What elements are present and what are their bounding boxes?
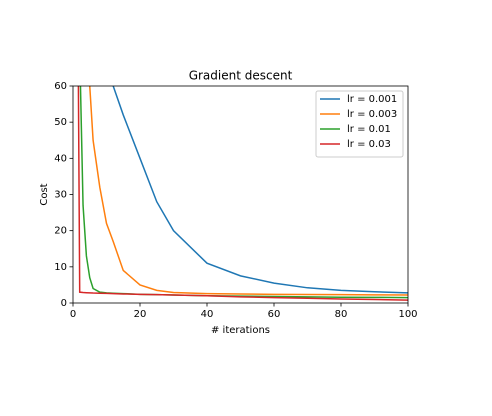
y-tick-label: 60 [54,81,67,92]
legend-label: lr = 0.003 [347,109,397,120]
y-tick-label: 40 [54,153,67,164]
x-axis-label: # iterations [211,325,270,336]
legend-label: lr = 0.03 [347,139,391,150]
legend-box [315,90,404,158]
x-tick-label: 100 [398,309,417,320]
x-tick-label: 60 [268,309,281,320]
plot-area [77,86,408,301]
x-tick-label: 20 [134,309,147,320]
legend-label: lr = 0.01 [347,124,391,135]
legend-label: lr = 0.001 [347,94,397,105]
y-tick-label: 0 [61,298,67,309]
data-line [88,86,408,296]
x-tick-label: 0 [70,309,76,320]
y-tick-label: 10 [54,262,67,273]
data-line [112,86,408,294]
y-tick-label: 20 [54,226,67,237]
chart-title: Gradient descent [189,69,293,83]
data-line [77,86,408,301]
y-tick-label: 30 [54,190,67,201]
y-axis-label: Cost [39,183,50,205]
y-tick-label: 50 [54,117,67,128]
x-tick-label: 80 [335,309,348,320]
x-tick-label: 40 [201,309,214,320]
